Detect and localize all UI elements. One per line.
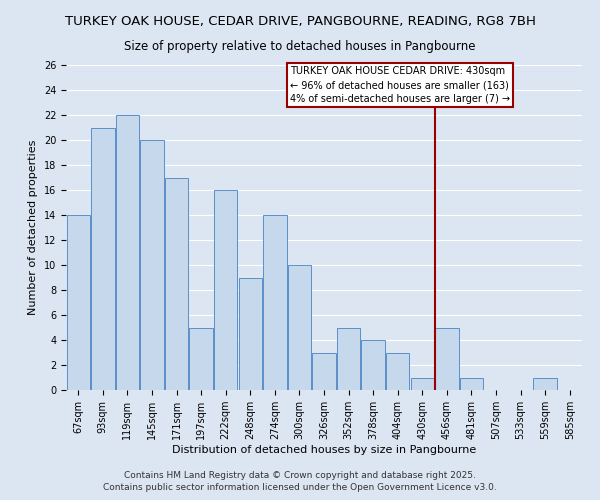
Bar bbox=[435, 328, 458, 390]
Bar bbox=[140, 140, 164, 390]
Bar bbox=[460, 378, 483, 390]
Bar bbox=[533, 378, 557, 390]
Bar bbox=[410, 378, 434, 390]
Bar bbox=[67, 215, 90, 390]
Text: Size of property relative to detached houses in Pangbourne: Size of property relative to detached ho… bbox=[124, 40, 476, 53]
Bar bbox=[386, 352, 409, 390]
Bar bbox=[239, 278, 262, 390]
Bar bbox=[190, 328, 213, 390]
Text: TURKEY OAK HOUSE, CEDAR DRIVE, PANGBOURNE, READING, RG8 7BH: TURKEY OAK HOUSE, CEDAR DRIVE, PANGBOURN… bbox=[65, 15, 535, 28]
X-axis label: Distribution of detached houses by size in Pangbourne: Distribution of detached houses by size … bbox=[172, 445, 476, 455]
Bar bbox=[116, 115, 139, 390]
Bar bbox=[337, 328, 360, 390]
Bar bbox=[165, 178, 188, 390]
Y-axis label: Number of detached properties: Number of detached properties bbox=[28, 140, 38, 315]
Bar bbox=[263, 215, 287, 390]
Bar bbox=[288, 265, 311, 390]
Bar bbox=[313, 352, 335, 390]
Bar bbox=[361, 340, 385, 390]
Bar bbox=[91, 128, 115, 390]
Text: Contains HM Land Registry data © Crown copyright and database right 2025.
Contai: Contains HM Land Registry data © Crown c… bbox=[103, 471, 497, 492]
Text: TURKEY OAK HOUSE CEDAR DRIVE: 430sqm
← 96% of detached houses are smaller (163)
: TURKEY OAK HOUSE CEDAR DRIVE: 430sqm ← 9… bbox=[290, 66, 510, 104]
Bar bbox=[214, 190, 238, 390]
